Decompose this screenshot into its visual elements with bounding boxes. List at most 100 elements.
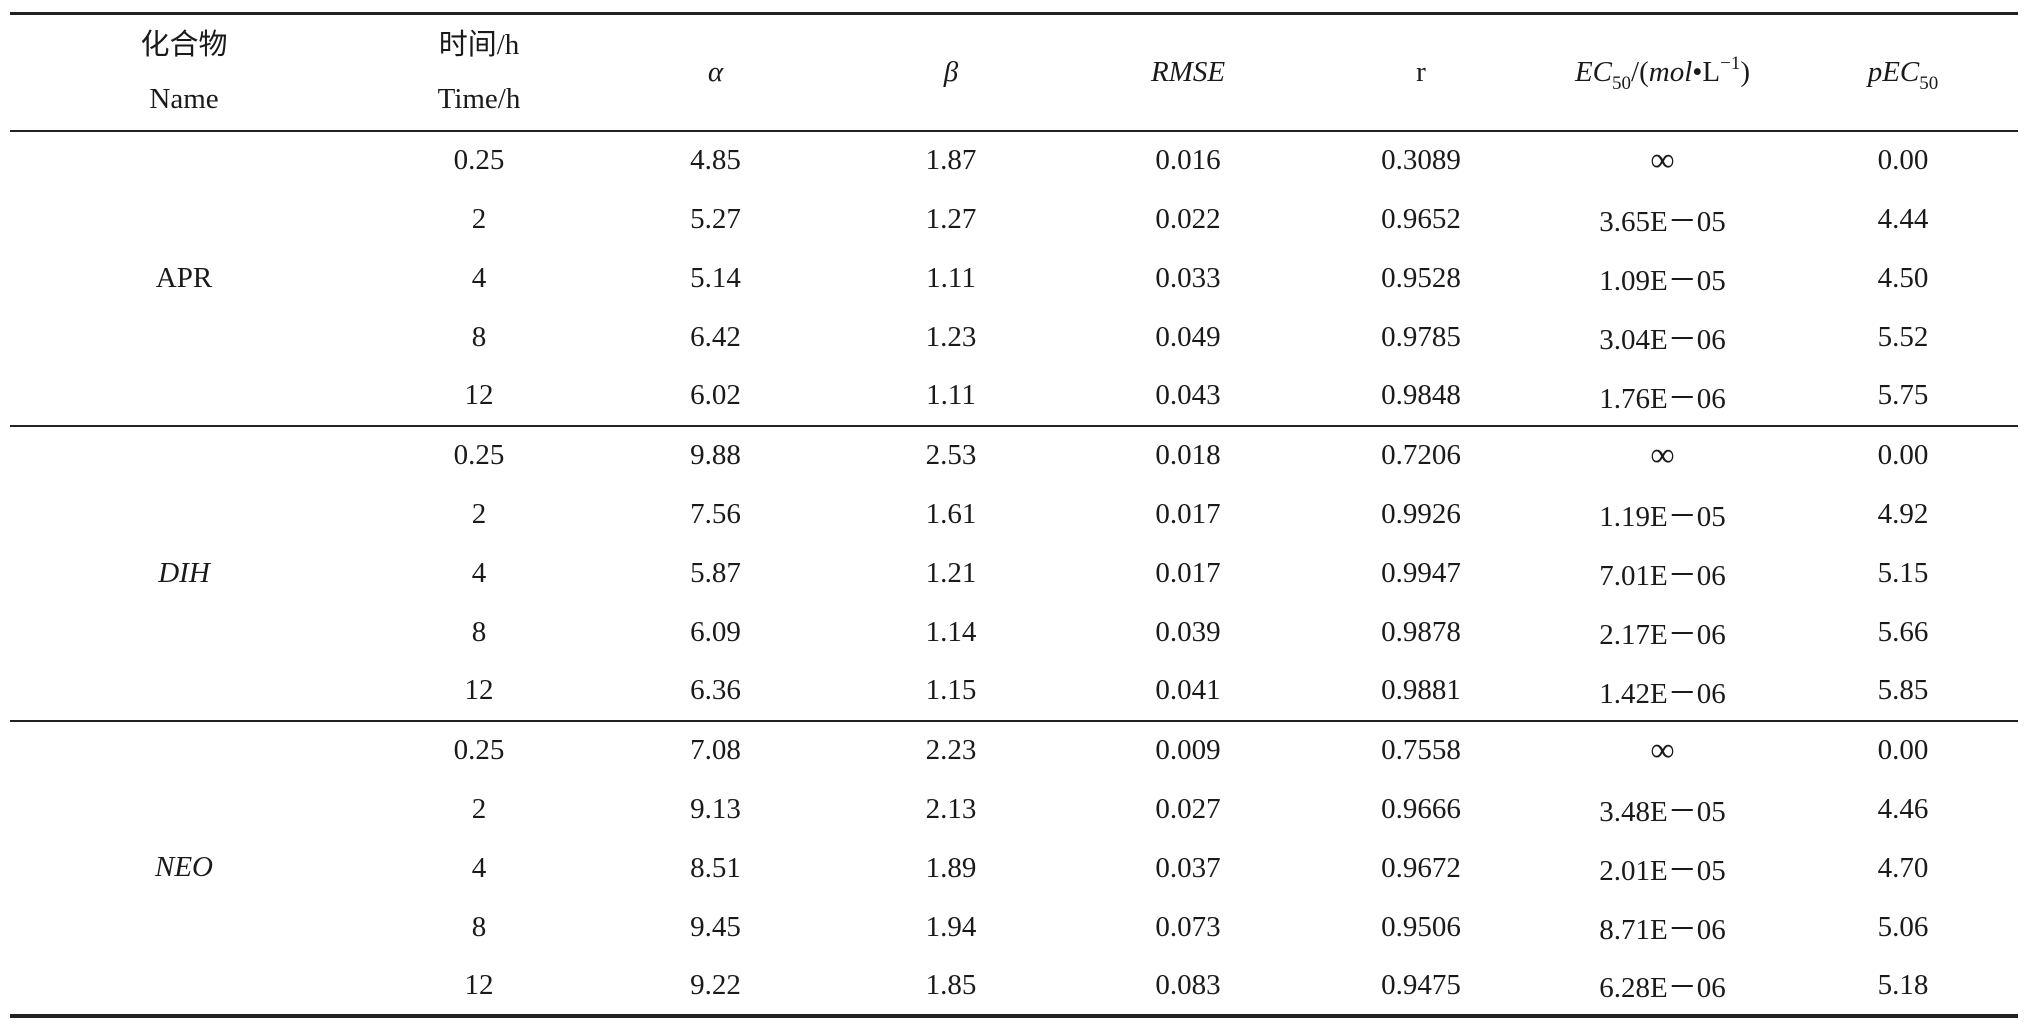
header-ec50: EC50/(mol•L−1): [1537, 14, 1788, 131]
cell-ec50: 1.09E－05: [1599, 265, 1726, 297]
cell-ec50: 6.28E－06: [1599, 972, 1726, 1004]
header-ec50-main: EC: [1574, 55, 1613, 88]
cell-rmse: 0.041: [1155, 674, 1221, 706]
cell-time: 8: [471, 910, 487, 943]
cell-rmse: 0.016: [1155, 144, 1221, 176]
cell-r: 0.3089: [1381, 144, 1461, 176]
cell-r: 0.9528: [1381, 261, 1461, 294]
compound-name: DIH: [158, 556, 210, 589]
cell-time: 8: [471, 615, 487, 648]
cell-time: 0.25: [453, 439, 505, 471]
cell-alpha: 5.87: [690, 556, 741, 589]
cell-r: 0.9881: [1381, 674, 1461, 706]
cell-beta: 2.13: [925, 792, 977, 825]
table-row: 4 8.51 1.89 0.037 0.9672 2.01E－05 4.70: [10, 839, 2018, 898]
header-row: 化合物 Name 时间/h Time/h α β RMSE r EC50/(mo…: [10, 14, 2018, 131]
cell-beta: 1.94: [925, 910, 977, 943]
cell-alpha: 6.42: [690, 320, 741, 353]
cell-ec50: 1.19E－05: [1599, 501, 1726, 533]
cell-pec50: 5.66: [1877, 615, 1929, 648]
cell-alpha: 7.08: [690, 734, 741, 766]
cell-pec50: 0.00: [1877, 734, 1929, 766]
cell-ec50: ∞: [1650, 141, 1675, 179]
header-time-en: Time/h: [437, 83, 521, 116]
cell-pec50: 5.52: [1877, 320, 1929, 353]
cell-alpha: 6.36: [690, 674, 741, 706]
cell-ec50: 3.48E－05: [1599, 796, 1726, 828]
cell-alpha: 5.27: [690, 202, 741, 235]
cell-ec50: 8.71E－06: [1599, 914, 1726, 946]
cell-pec50: 0.00: [1877, 439, 1929, 471]
header-ec50-unit-mid: •L: [1692, 55, 1721, 88]
cell-time: 12: [464, 968, 494, 1001]
cell-pec50: 5.06: [1877, 910, 1929, 943]
cell-ec50: 2.17E－06: [1599, 619, 1726, 651]
cell-ec50: 1.76E－06: [1599, 382, 1726, 415]
cell-rmse: 0.083: [1155, 968, 1221, 1001]
cell-time: 12: [464, 379, 494, 411]
cell-r: 0.9947: [1381, 556, 1461, 589]
cell-time: 12: [464, 674, 494, 706]
header-ec50-unit-mol: mol: [1648, 55, 1693, 88]
table-row: 12 6.02 1.11 0.043 0.9848 1.76E－06 5.75: [10, 367, 2018, 426]
cell-beta: 1.27: [925, 202, 977, 235]
header-rmse: RMSE: [1150, 55, 1226, 88]
cell-r: 0.9666: [1381, 792, 1461, 825]
cell-beta: 1.14: [925, 615, 977, 648]
cell-alpha: 8.51: [690, 851, 741, 884]
toxicity-parameters-table: 化合物 Name 时间/h Time/h α β RMSE r EC50/(mo…: [10, 12, 2018, 1018]
table-row: 4 5.14 1.11 0.033 0.9528 1.09E－05 4.50: [10, 249, 2018, 308]
cell-rmse: 0.018: [1155, 439, 1221, 471]
cell-r: 0.9785: [1381, 320, 1461, 353]
table-row: 2 5.27 1.27 0.022 0.9652 3.65E－05 4.44: [10, 190, 2018, 249]
cell-time: 4: [471, 556, 487, 589]
cell-pec50: 4.44: [1877, 202, 1929, 235]
header-beta: β: [943, 55, 959, 88]
header-name-cn: 化合物: [140, 29, 228, 62]
cell-time: 4: [471, 261, 487, 294]
cell-time: 0.25: [453, 144, 505, 176]
cell-pec50: 5.15: [1877, 556, 1929, 589]
cell-beta: 1.89: [925, 851, 977, 884]
data-table-container: 化合物 Name 时间/h Time/h α β RMSE r EC50/(mo…: [10, 12, 2018, 1018]
cell-pec50: 4.70: [1877, 851, 1929, 884]
cell-beta: 1.15: [925, 674, 977, 706]
cell-time: 2: [471, 202, 487, 235]
cell-pec50: 4.50: [1877, 261, 1929, 294]
cell-beta: 1.23: [925, 320, 977, 353]
cell-alpha: 5.14: [690, 261, 741, 294]
table-row: 2 9.13 2.13 0.027 0.9666 3.48E－05 4.46: [10, 780, 2018, 839]
table-row: 8 9.45 1.94 0.073 0.9506 8.71E－06 5.06: [10, 898, 2018, 957]
cell-ec50: 7.01E－06: [1599, 560, 1726, 592]
cell-rmse: 0.027: [1155, 792, 1221, 825]
cell-pec50: 5.18: [1877, 968, 1929, 1001]
header-ec50-unit-close: ): [1740, 55, 1751, 88]
cell-pec50: 5.75: [1877, 379, 1929, 411]
cell-pec50: 5.85: [1877, 674, 1929, 706]
table-row: 2 7.56 1.61 0.017 0.9926 1.19E－05 4.92: [10, 485, 2018, 544]
cell-r: 0.9848: [1381, 379, 1461, 411]
cell-beta: 1.87: [925, 144, 977, 176]
cell-pec50: 4.46: [1877, 792, 1929, 825]
cell-r: 0.9506: [1381, 910, 1461, 943]
cell-alpha: 9.13: [690, 792, 741, 825]
compound-name: APR: [155, 261, 213, 294]
header-name-en: Name: [149, 83, 219, 116]
cell-r: 0.9878: [1381, 615, 1461, 648]
cell-alpha: 6.02: [690, 379, 741, 411]
cell-ec50: 3.65E－05: [1599, 206, 1726, 238]
cell-rmse: 0.009: [1155, 734, 1221, 766]
cell-ec50: ∞: [1650, 731, 1675, 769]
cell-time: 4: [471, 851, 487, 884]
cell-ec50: 1.42E－06: [1599, 677, 1726, 710]
header-ec50-unit-open: /(: [1631, 55, 1649, 88]
table-row: 8 6.42 1.23 0.049 0.9785 3.04E－06 5.52: [10, 308, 2018, 367]
table-row: 12 9.22 1.85 0.083 0.9475 6.28E－06 5.18: [10, 957, 2018, 1016]
cell-alpha: 9.88: [690, 439, 741, 471]
cell-beta: 1.21: [925, 556, 977, 589]
header-time: 时间/h Time/h: [358, 14, 600, 131]
table-row: APR 0.25 4.85 1.87 0.016 0.3089 ∞ 0.00: [10, 131, 2018, 294]
table-row: NEO 0.25 7.08 2.23 0.009 0.7558 ∞ 0.00: [10, 721, 2018, 884]
cell-alpha: 7.56: [690, 497, 741, 530]
cell-time: 2: [471, 497, 487, 530]
